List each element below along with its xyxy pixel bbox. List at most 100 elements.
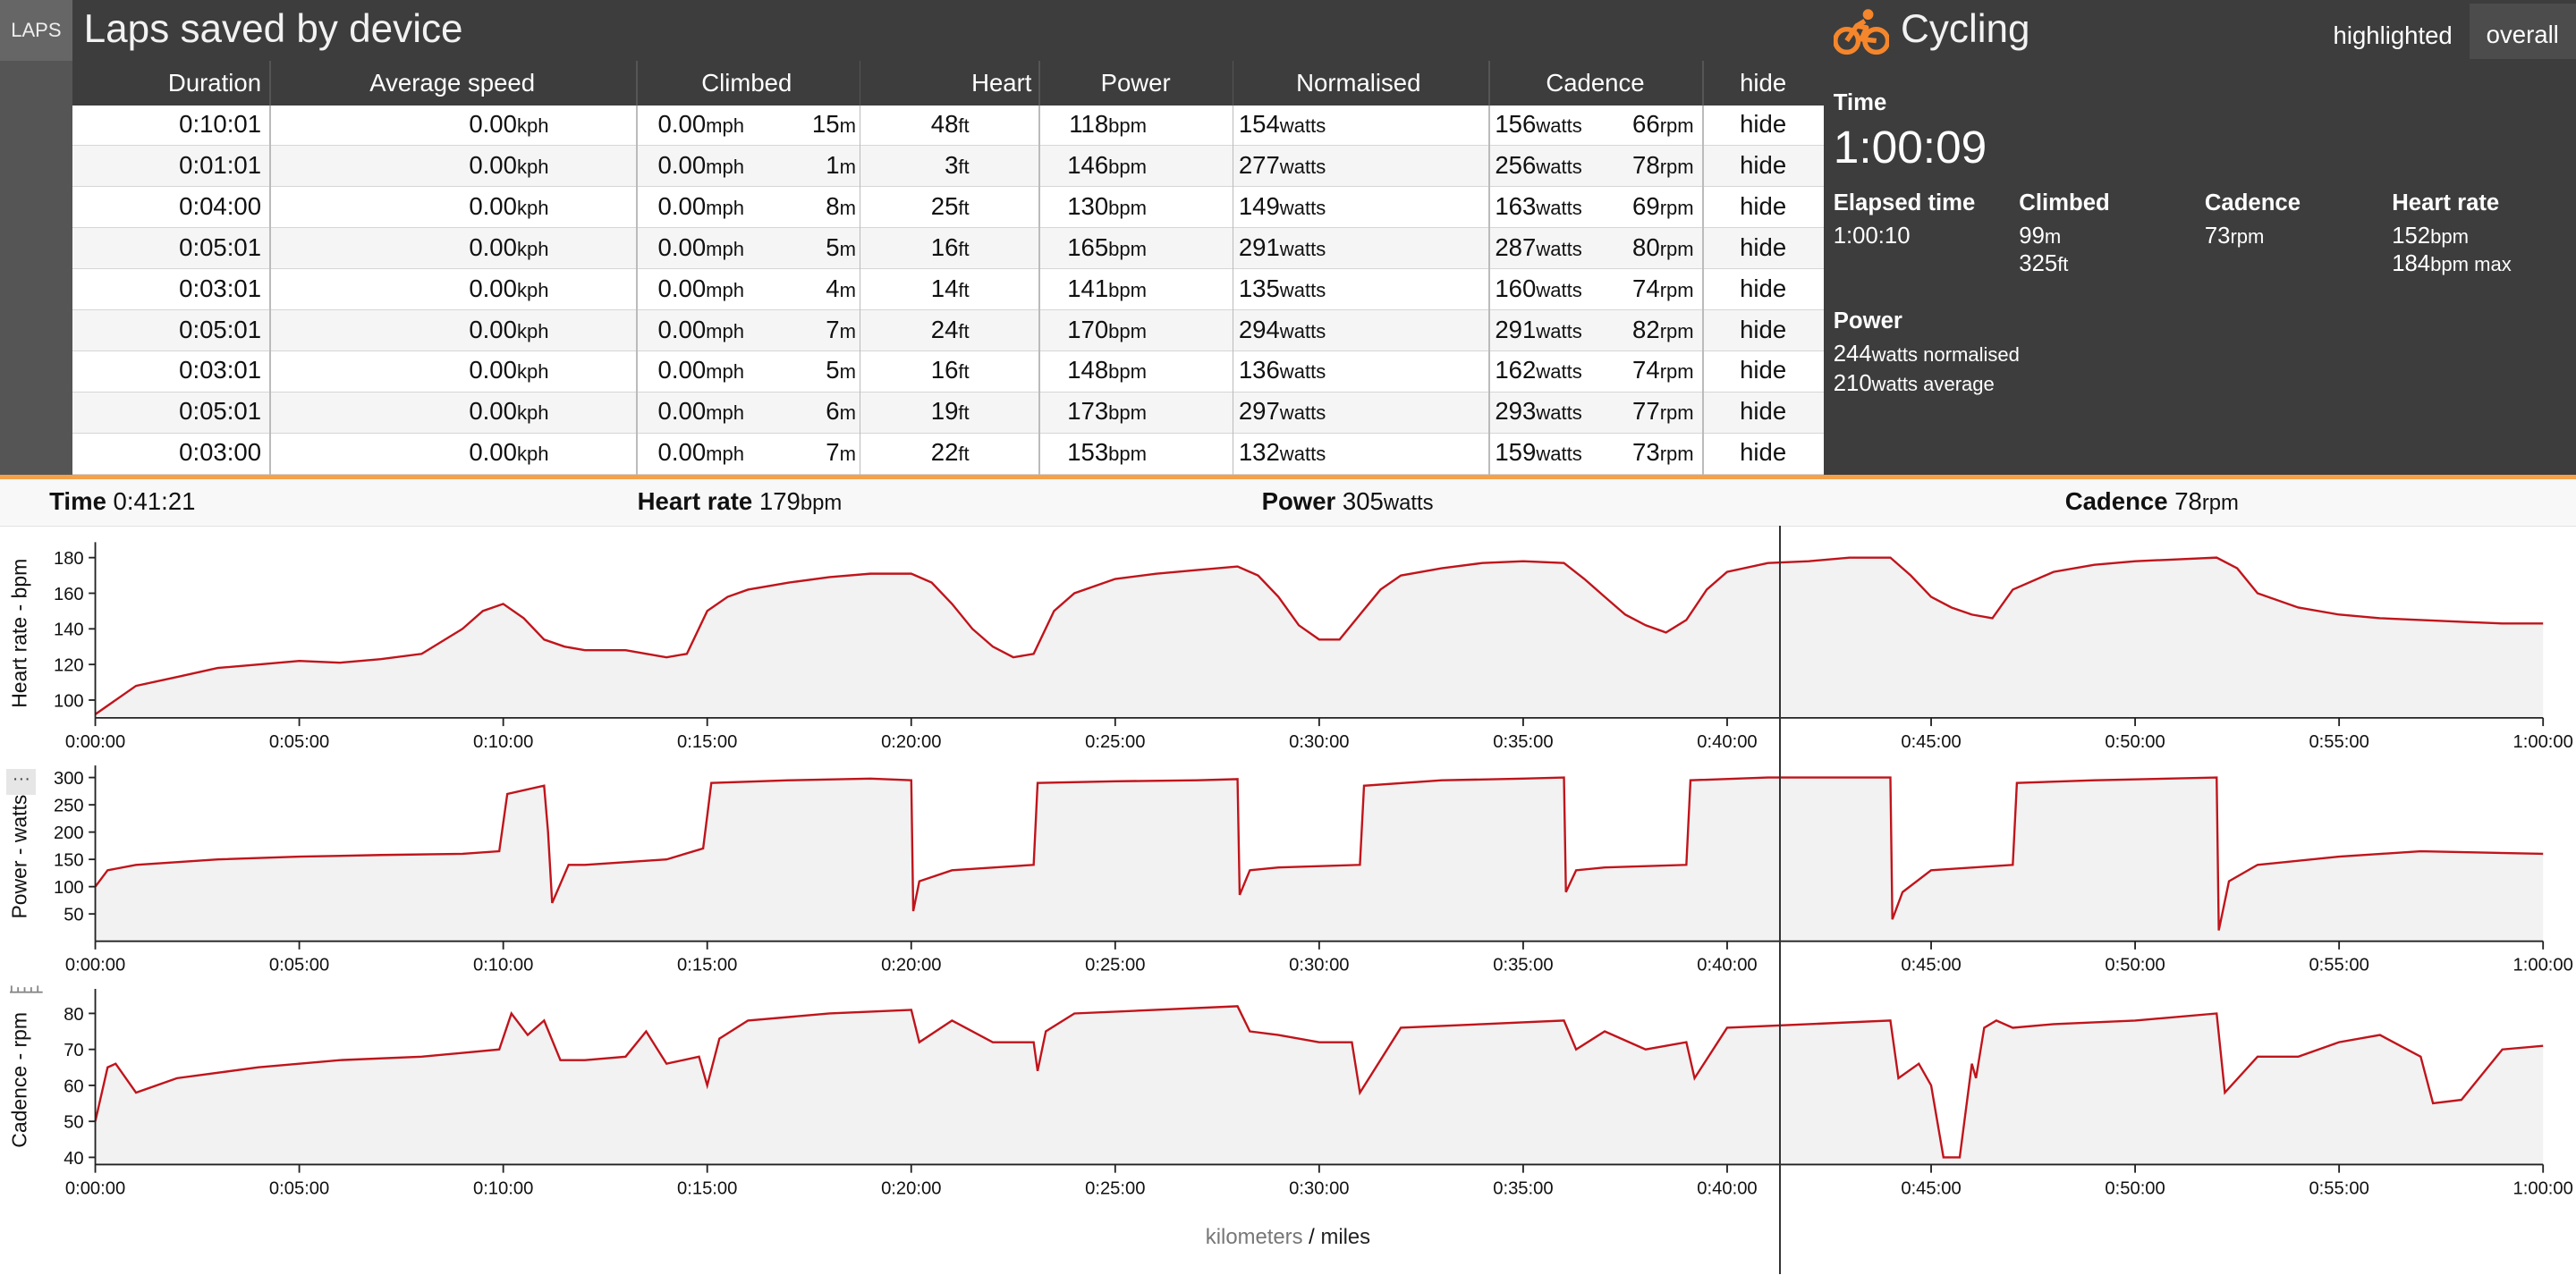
lap-rpm: 69rpm xyxy=(1632,192,1694,221)
lap-rpm-unit: rpm xyxy=(1659,443,1694,466)
col-average-speed[interactable]: Average speed xyxy=(369,69,536,97)
lap-rpm: 80rpm xyxy=(1632,233,1694,262)
lap-duration-value: 0:03:01 xyxy=(179,274,262,302)
lap-ft-unit: ft xyxy=(958,319,970,342)
lap-hide-button[interactable]: hide xyxy=(1740,232,1787,261)
lap-row[interactable]: 0:05:01 0.00kph 0.00mph 7m 24ft 170bpm 294watt… xyxy=(72,310,1824,351)
overall-button[interactable]: overall xyxy=(2469,3,2576,60)
lap-m-value: 15 xyxy=(811,110,840,139)
lap-row[interactable]: 0:01:01 0.00kph 0.00mph 1m 3ft 146bpm 277watts… xyxy=(72,146,1824,188)
lap-ft-value: 3 xyxy=(945,150,959,179)
heart-rate-y-title: Heart rate - bpm xyxy=(7,559,30,708)
power-y-tick-label: 300 xyxy=(54,769,84,789)
col-climbed[interactable]: Climbed xyxy=(701,69,792,97)
lap-kph-value: 0.00 xyxy=(469,232,517,261)
cadence-unit: rpm xyxy=(2230,224,2265,248)
lap-ft-value: 16 xyxy=(930,356,959,384)
lap-ft-unit: ft xyxy=(958,443,970,466)
lap-ft-unit: ft xyxy=(958,360,970,384)
lap-kph: 0.00kph xyxy=(469,316,548,344)
lap-m-unit: m xyxy=(839,155,856,178)
lap-bpm-value: 146 xyxy=(1067,150,1109,179)
lap-ft-value: 14 xyxy=(930,274,959,302)
lap-duration: 0:03:01 xyxy=(179,274,261,303)
lap-ft-value: 24 xyxy=(930,315,959,343)
lap-rpm-unit: rpm xyxy=(1659,319,1694,342)
col-hide[interactable]: hide xyxy=(1740,69,1787,97)
readout-power: Power 305watts xyxy=(1262,487,1434,516)
lap-hide-button[interactable]: hide xyxy=(1740,191,1787,220)
lap-m-unit: m xyxy=(839,319,856,342)
lap-hide-button[interactable]: hide xyxy=(1740,438,1787,467)
lap-hide-button[interactable]: hide xyxy=(1740,150,1787,179)
heart-rate-chart[interactable]: 100 120 140 160 180 0:00:00 0:05:00 0:10:00 0:15… xyxy=(7,542,2573,752)
lap-rpm: 74rpm xyxy=(1632,356,1694,384)
lap-bpm-value: 148 xyxy=(1067,356,1109,384)
lap-m-value: 7 xyxy=(826,315,840,343)
summary-panel: Cycling highlighted overall Time 1:00:09… xyxy=(1823,0,2576,475)
lap-rpm-value: 73 xyxy=(1632,438,1660,467)
miles-link[interactable]: miles xyxy=(1320,1225,1371,1250)
lap-rpm-unit: rpm xyxy=(1659,401,1694,425)
lap-rpm-unit: rpm xyxy=(1659,114,1694,138)
lap-duration: 0:05:01 xyxy=(179,316,261,344)
lap-duration: 0:03:00 xyxy=(179,438,261,467)
lap-bpm: 170bpm xyxy=(1067,316,1147,344)
readout-cadence-unit: rpm xyxy=(2201,491,2239,516)
kilometers-link[interactable]: kilometers xyxy=(1205,1225,1303,1250)
lap-m: 7m xyxy=(826,316,856,344)
lap-hide-button[interactable]: hide xyxy=(1740,110,1787,139)
col-power[interactable]: Power xyxy=(1100,69,1171,97)
climbed-feet: 325ft xyxy=(2019,251,2068,277)
lap-kph: 0.00kph xyxy=(469,192,548,221)
lap-m-value: 1 xyxy=(826,150,840,179)
lap-norm-unit: watts xyxy=(1536,319,1582,342)
heart-rate-y-tick-label: 180 xyxy=(54,549,84,569)
lap-row[interactable]: 0:10:01 0.00kph 0.00mph 15m 48ft 118bpm 154wat… xyxy=(72,105,1824,147)
col-normalised[interactable]: Normalised xyxy=(1296,69,1421,97)
lap-row[interactable]: 0:03:00 0.00kph 0.00mph 7m 22ft 153bpm 132watt… xyxy=(72,433,1824,475)
charts[interactable]: 100 120 140 160 180 0:00:00 0:05:00 0:10:00 0:15… xyxy=(0,526,2576,1215)
lap-ft-unit: ft xyxy=(958,155,970,178)
lap-row[interactable]: 0:05:01 0.00kph 0.00mph 6m 19ft 173bpm 297watt… xyxy=(72,392,1824,434)
lap-rpm: 77rpm xyxy=(1632,397,1694,426)
lap-kph-unit: kph xyxy=(516,237,549,260)
lap-watts: 277watts xyxy=(1239,151,1326,180)
lap-mph-value: 0.00 xyxy=(657,356,707,384)
time-cursor[interactable] xyxy=(1779,525,1781,1275)
lap-watts: 135watts xyxy=(1239,274,1326,303)
lap-hide-button[interactable]: hide xyxy=(1740,315,1787,343)
col-cadence[interactable]: Cadence xyxy=(1546,69,1645,97)
lap-norm: 156watts xyxy=(1495,110,1581,139)
lap-rpm-value: 78 xyxy=(1632,150,1660,179)
power-x-tick-label: 0:35:00 xyxy=(1493,955,1553,975)
lap-row[interactable]: 0:04:00 0.00kph 0.00mph 8m 25ft 130bpm 149watt… xyxy=(72,187,1824,229)
lap-kph-value: 0.00 xyxy=(469,150,517,179)
ruler-icon[interactable] xyxy=(10,979,43,995)
cadence-chart[interactable]: 40 50 60 70 80 0:00:00 0:05:00 0:10:00 0:15:00 0:… xyxy=(7,988,2573,1199)
lap-row[interactable]: 0:03:01 0.00kph 0.00mph 4m 14ft 141bpm 135watt… xyxy=(72,269,1824,311)
cadence-x-tick-label: 0:15:00 xyxy=(677,1178,737,1198)
power-chart[interactable]: 50 100 150 200 250 300 0:00:00 0:05:00 0:10:00 0:… xyxy=(7,764,2573,975)
col-heart[interactable]: Heart xyxy=(971,69,1032,97)
laps-tab[interactable]: LAPS xyxy=(0,0,72,61)
readout-heart-unit: bpm xyxy=(800,491,843,516)
lap-kph: 0.00kph xyxy=(469,397,548,426)
power-x-tick-label: 0:50:00 xyxy=(2105,955,2165,975)
lap-m-value: 8 xyxy=(826,191,840,220)
lap-hide-button[interactable]: hide xyxy=(1740,397,1787,426)
lap-hide-button[interactable]: hide xyxy=(1740,356,1787,384)
power-x-tick-label: 0:20:00 xyxy=(881,955,941,975)
power-x-tick-label: 0:40:00 xyxy=(1697,955,1757,975)
lap-ft: 22ft xyxy=(931,438,970,467)
elapsed-time-label: Elapsed time xyxy=(1833,190,1976,216)
lap-rpm: 74rpm xyxy=(1632,274,1694,303)
lap-row[interactable]: 0:05:01 0.00kph 0.00mph 5m 16ft 165bpm 291watt… xyxy=(72,228,1824,270)
highlighted-button[interactable]: highlighted xyxy=(2333,21,2453,50)
lap-watts-unit: watts xyxy=(1279,319,1326,342)
col-duration[interactable]: Duration xyxy=(167,69,262,97)
lap-row[interactable]: 0:03:01 0.00kph 0.00mph 5m 16ft 148bpm 136watt… xyxy=(72,350,1824,393)
lap-rpm-unit: rpm xyxy=(1659,237,1694,260)
more-options-button[interactable]: ··· xyxy=(6,768,37,795)
lap-hide-button[interactable]: hide xyxy=(1740,274,1787,302)
